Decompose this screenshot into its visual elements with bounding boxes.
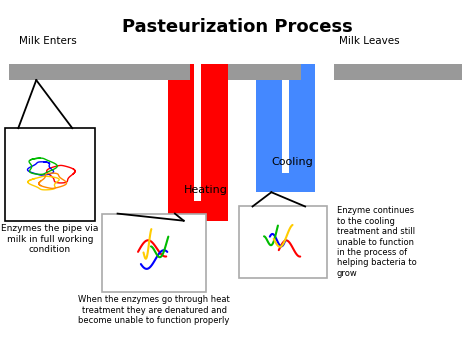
- Bar: [5, 128, 95, 221]
- Bar: [334, 64, 462, 80]
- Text: Milk Leaves: Milk Leaves: [339, 36, 400, 46]
- Bar: [102, 214, 206, 292]
- Bar: [201, 64, 228, 221]
- Text: Enzyme continues
to the cooling
treatment and still
unable to function
in the pr: Enzyme continues to the cooling treatmen…: [337, 206, 416, 278]
- Text: Pasteurization Process: Pasteurization Process: [122, 18, 352, 36]
- Text: Milk Enters: Milk Enters: [19, 36, 77, 46]
- Text: Enzymes the pipe via
milk in full working
condition: Enzymes the pipe via milk in full workin…: [1, 224, 99, 254]
- Bar: [228, 64, 301, 80]
- Text: Cooling: Cooling: [271, 157, 313, 167]
- Text: When the enzymes go through heat
treatment they are denatured and
become unable : When the enzymes go through heat treatme…: [78, 295, 230, 325]
- Bar: [256, 173, 315, 192]
- Bar: [256, 64, 282, 192]
- Bar: [168, 201, 228, 221]
- Text: Heating: Heating: [184, 185, 228, 195]
- Bar: [9, 64, 190, 80]
- Bar: [239, 206, 327, 278]
- Bar: [289, 64, 315, 192]
- Bar: [168, 64, 194, 221]
